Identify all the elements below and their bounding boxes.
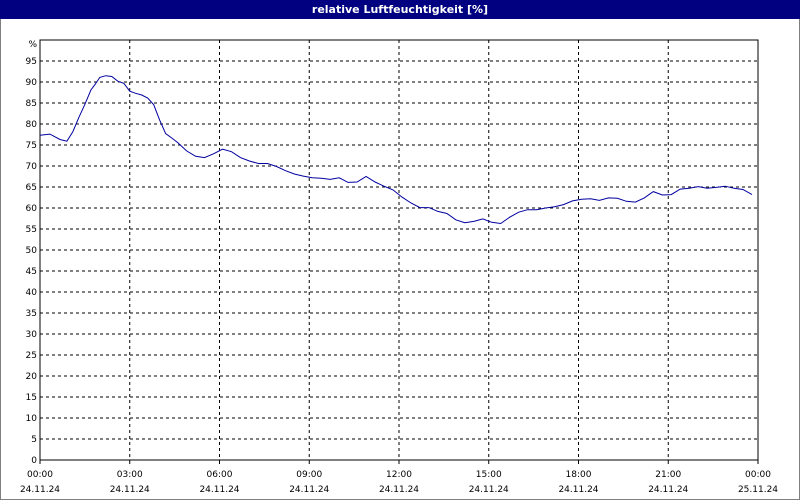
chart-title: relative Luftfeuchtigkeit [%] [0, 0, 800, 19]
x-tick-date-label: 24.11.24 [379, 485, 419, 495]
x-tick-time-label: 15:00 [476, 470, 502, 480]
x-tick-time-label: 03:00 [117, 470, 143, 480]
y-tick-label: 80 [26, 120, 38, 130]
x-tick-time-label: 06:00 [207, 470, 233, 480]
y-tick-label: 5 [31, 435, 37, 445]
x-tick-date-label: 24.11.24 [558, 485, 598, 495]
x-tick-time-label: 00:00 [745, 470, 771, 480]
x-tick-date-label: 24.11.24 [199, 485, 239, 495]
x-tick-time-label: 12:00 [386, 470, 412, 480]
grid-lines [40, 40, 758, 460]
y-tick-label: 60 [26, 204, 38, 214]
y-tick-label: 90 [26, 78, 38, 88]
y-axis-unit-label: % [28, 40, 37, 50]
x-tick-date-label: 24.11.24 [20, 485, 60, 495]
y-tick-label: 65 [26, 183, 37, 193]
x-tick-date-label: 25.11.24 [738, 485, 778, 495]
y-tick-label: 25 [26, 351, 37, 361]
humidity-series-line [39, 75, 753, 225]
y-tick-label: 35 [26, 309, 37, 319]
x-tick-date-label: 24.11.24 [110, 485, 150, 495]
x-tick-date-label: 24.11.24 [469, 485, 509, 495]
y-axis: 0 5 10 15 20 25 30 35 40 45 50 55 60 65 70 75 80 85 90 95 [26, 57, 38, 466]
x-tick-date-label: 24.11.24 [648, 485, 688, 495]
x-tick-time-label: 00:00 [27, 470, 53, 480]
y-tick-label: 95 [26, 57, 37, 67]
y-tick-label: 0 [31, 456, 37, 466]
x-tick-time-label: 09:00 [296, 470, 322, 480]
y-tick-label: 70 [26, 162, 38, 172]
y-tick-label: 30 [26, 330, 38, 340]
x-axis: 00:00 24.11.24 03:00 24.11.24 06:00 24.11.24 0… [20, 460, 778, 495]
y-tick-label: 45 [26, 267, 37, 277]
y-tick-label: 10 [26, 414, 38, 424]
y-tick-label: 55 [26, 225, 37, 235]
series-layer [39, 75, 753, 225]
y-tick-label: 15 [26, 393, 37, 403]
x-tick-time-label: 18:00 [566, 470, 592, 480]
y-tick-label: 40 [26, 288, 38, 298]
y-tick-label: 75 [26, 141, 37, 151]
y-tick-label: 50 [26, 246, 38, 256]
x-tick-time-label: 21:00 [655, 470, 681, 480]
y-tick-label: 85 [26, 99, 37, 109]
x-tick-date-label: 24.11.24 [289, 485, 329, 495]
y-tick-label: 20 [26, 372, 38, 382]
